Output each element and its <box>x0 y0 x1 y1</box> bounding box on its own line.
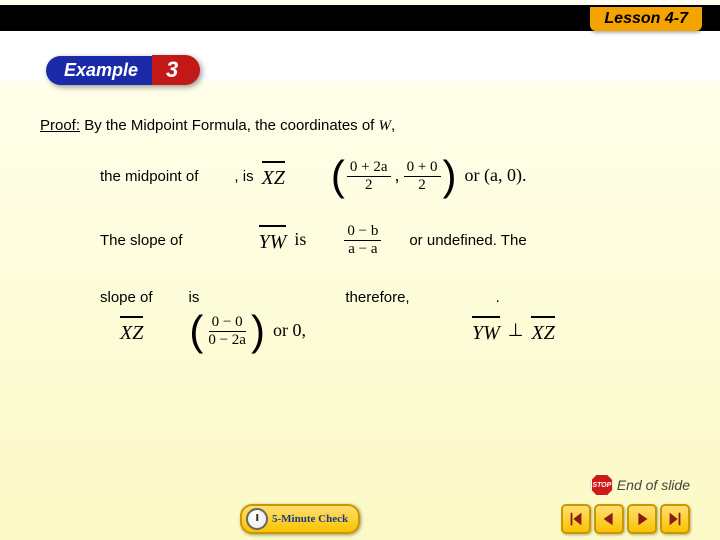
clock-icon <box>246 508 268 530</box>
stop-icon: STOP <box>591 474 613 496</box>
midpoint-result: or (a, 0). <box>465 163 527 188</box>
proof-intro: Proof: By the Midpoint Formula, the coor… <box>40 115 680 137</box>
nav-last-button[interactable] <box>660 504 690 534</box>
slope2-or: or 0, <box>273 318 306 343</box>
slope2-text-a: slope of <box>100 287 153 308</box>
example-word: Example <box>46 56 154 85</box>
next-icon <box>633 510 651 528</box>
midpoint-text-b: , is <box>234 166 253 187</box>
frac1-den: 2 <box>362 177 376 194</box>
slope-yw-row: The slope of YW is 0 − ba − a or undefin… <box>40 223 680 257</box>
proof-content: Proof: By the Midpoint Formula, the coor… <box>40 115 680 348</box>
period: . <box>496 287 500 308</box>
prev-icon <box>600 510 618 528</box>
s1-den: a − a <box>345 241 380 258</box>
yw-is: is <box>294 227 306 252</box>
midpoint-text-a: the midpoint of <box>100 166 198 187</box>
lesson-tab: Lesson 4-7 <box>590 5 702 31</box>
end-of-slide: STOP End of slide <box>591 474 690 496</box>
s1-num: 0 − b <box>344 223 381 241</box>
perp-yw: YW <box>472 316 500 347</box>
example-badge: Example 3 <box>46 55 200 85</box>
nav-buttons <box>561 504 690 534</box>
slope-xz-math-row: XZ ( 0 − 00 − 2a ) or 0, YW ⊥ XZ <box>40 314 680 348</box>
slope-xz-expr: ( 0 − 00 − 2a ) <box>189 314 265 348</box>
midpoint-row: the midpoint of , is XZ ( 0 + 2a2 , 0 + … <box>40 159 680 193</box>
slope-text-a: The slope of <box>100 230 183 251</box>
five-minute-label: 5-Minute Check <box>272 513 348 525</box>
var-w: W <box>379 118 392 134</box>
last-icon <box>666 510 684 528</box>
nav-first-button[interactable] <box>561 504 591 534</box>
nav-prev-button[interactable] <box>594 504 624 534</box>
slope-xz-row: slope of is therefore, . <box>40 287 680 308</box>
first-icon <box>567 510 585 528</box>
slope-text-b: or undefined. The <box>409 230 526 251</box>
comma: , <box>391 117 395 134</box>
slope2-text-b: is <box>189 287 200 308</box>
five-minute-check-button[interactable]: 5-Minute Check <box>240 504 360 534</box>
nav-next-button[interactable] <box>627 504 657 534</box>
segment-yw: YW <box>259 225 287 256</box>
end-label: End of slide <box>617 477 690 493</box>
midpoint-expr: ( 0 + 2a2 , 0 + 02 ) <box>331 159 457 193</box>
s2-den: 0 − 2a <box>205 332 249 349</box>
frac1-num: 0 + 2a <box>347 159 391 177</box>
frac2-den: 2 <box>415 177 429 194</box>
proof-intro-text: By the Midpoint Formula, the coordinates… <box>80 117 378 134</box>
perp-xz: XZ <box>531 316 554 347</box>
slope-yw-frac: 0 − ba − a <box>344 223 381 257</box>
example-number: 3 <box>152 55 200 85</box>
slope2-text-c: therefore, <box>345 287 409 308</box>
segment-xz-2: XZ <box>120 316 143 347</box>
proof-label: Proof: <box>40 117 80 134</box>
frac2-num: 0 + 0 <box>404 159 441 177</box>
segment-xz: XZ <box>262 161 285 192</box>
perp-symbol: ⊥ <box>508 318 524 343</box>
s2-num: 0 − 0 <box>209 314 246 332</box>
